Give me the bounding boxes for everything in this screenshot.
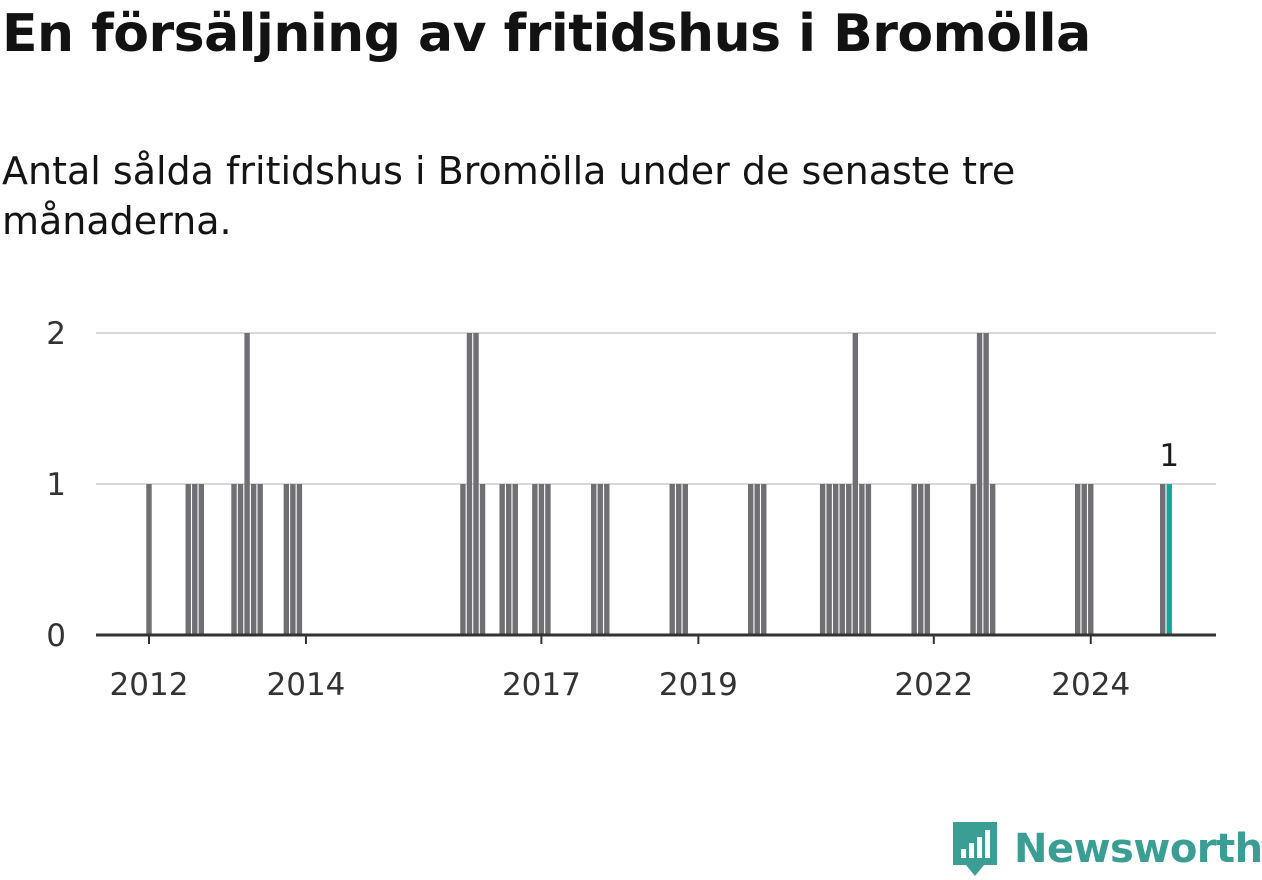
bar — [1160, 484, 1166, 635]
bar — [676, 484, 682, 635]
x-tick-label: 2017 — [502, 667, 581, 703]
bar — [466, 333, 473, 635]
y-tick-label: 1 — [46, 467, 66, 503]
bar — [983, 333, 989, 635]
bar — [237, 484, 244, 635]
grid-lines — [96, 332, 1216, 485]
bar — [244, 333, 250, 635]
bar — [754, 484, 760, 635]
bar — [283, 484, 290, 635]
bar — [512, 484, 518, 635]
bar — [976, 333, 983, 635]
newsworthy-chart-icon — [953, 822, 997, 876]
bar — [1088, 484, 1094, 635]
bar — [1074, 484, 1081, 635]
bar — [819, 484, 826, 635]
bar — [506, 484, 512, 635]
bar — [545, 484, 551, 635]
bar — [185, 484, 191, 635]
bar — [761, 484, 767, 635]
x-tick-label: 2022 — [894, 667, 973, 703]
bar — [865, 484, 872, 635]
bar — [846, 484, 852, 635]
bar — [296, 484, 303, 635]
bar — [198, 484, 205, 635]
bar — [538, 484, 545, 635]
bar — [597, 484, 603, 635]
bar — [826, 484, 832, 635]
chart-title: En försäljning av fritidshus i Bromölla — [2, 4, 1091, 64]
bar — [682, 484, 688, 635]
y-tick-label: 0 — [46, 618, 66, 654]
bar — [257, 484, 263, 635]
bar — [970, 484, 976, 635]
x-tick-label: 2012 — [110, 667, 189, 703]
bar — [499, 484, 505, 635]
bar — [591, 484, 597, 635]
bar — [250, 484, 257, 635]
bar — [1081, 484, 1087, 635]
bar — [231, 484, 237, 635]
bar — [290, 484, 296, 635]
bar — [747, 484, 754, 635]
bar — [911, 484, 917, 635]
x-axis-ticks: 2012 2014 2017 2019 2022 2024 — [110, 635, 1130, 703]
newsworthy-logo: Newsworthy — [950, 818, 1262, 880]
bar — [473, 333, 479, 635]
chart-subtitle: Antal sålda fritidshus i Bromölla under … — [2, 149, 1016, 243]
bar — [918, 484, 924, 635]
bar — [669, 484, 675, 635]
x-tick-label: 2014 — [267, 667, 346, 703]
bar — [924, 484, 930, 635]
bar — [192, 484, 198, 635]
bar-highlight — [1166, 484, 1172, 635]
bar — [532, 484, 538, 635]
bar-chart: 0 1 2 2012 2014 2017 2019 2022 2024 1 — [46, 316, 1216, 703]
bar — [852, 333, 859, 635]
y-tick-label: 2 — [46, 316, 66, 352]
bar — [989, 484, 996, 635]
logo-text: Newsworthy — [1014, 826, 1262, 872]
bar — [833, 484, 839, 635]
bar — [146, 484, 152, 635]
bar — [479, 484, 486, 635]
bar — [604, 484, 610, 635]
y-axis-ticks: 0 1 2 — [46, 316, 66, 654]
bar — [460, 484, 466, 635]
x-tick-label: 2024 — [1051, 667, 1130, 703]
x-tick-label: 2019 — [659, 667, 738, 703]
bar — [859, 484, 865, 635]
bar — [839, 484, 845, 635]
bars — [146, 333, 1172, 635]
highlight-value-label: 1 — [1159, 438, 1179, 474]
